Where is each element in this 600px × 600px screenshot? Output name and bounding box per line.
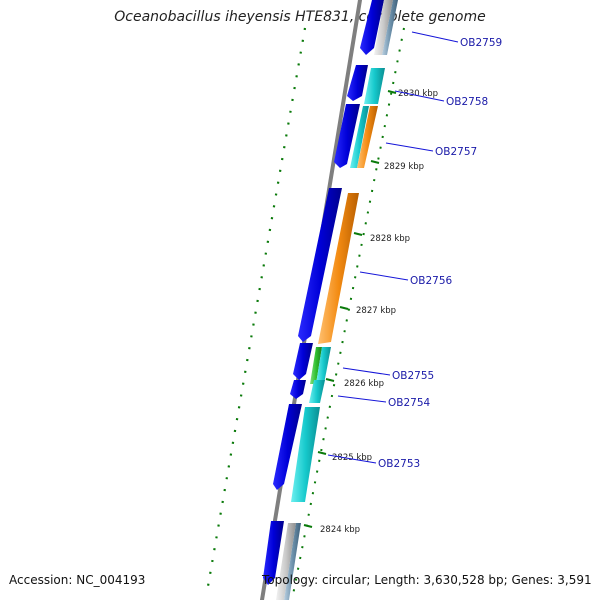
gene-label-ob2754[interactable]: OB2754: [388, 397, 431, 409]
gene-ob2756-orange: [318, 193, 359, 344]
gene-ob2756-blue: [298, 188, 342, 342]
tick-2829: [370, 160, 380, 164]
topology-text: Topology: circular; Length: 3,630,528 bp…: [262, 573, 592, 587]
tick-label-2828: 2828 kbp: [370, 234, 410, 244]
tick-2826: [325, 378, 335, 382]
gene-label-ob2753[interactable]: OB2753: [378, 458, 420, 470]
gene-ob2753-blue: [273, 404, 302, 490]
tick-label-2825: 2825 kbp: [332, 453, 372, 463]
gene-ob2757-blue: [334, 104, 360, 168]
leader-ob2757: [385, 142, 434, 152]
leader-ob2756: [359, 271, 409, 281]
gene-ob2759-steel: [382, 0, 398, 55]
gene-ob2754-blue: [290, 380, 306, 399]
gene-bottom-blue: [263, 521, 284, 585]
leader-ob2754: [337, 395, 387, 403]
tick-2828: [353, 232, 363, 236]
accession-text: Accession: NC_004193: [9, 573, 146, 587]
gene-ob2758-cyan: [364, 68, 385, 104]
gene-ob2753-cyan: [291, 407, 320, 502]
tick-2824: [303, 524, 313, 528]
leader-ob2759: [411, 31, 459, 43]
tick-2827: [339, 306, 349, 310]
genes: [263, 0, 398, 600]
tick-label-2830: 2830 kbp: [398, 89, 438, 99]
gene-ob2755-cyan: [316, 347, 331, 384]
gene-ob2757-cyan: [350, 106, 369, 168]
leader-ob2755: [342, 367, 391, 376]
gene-ob2757-orange: [357, 106, 378, 168]
leader-ob2753: [327, 454, 377, 464]
gene-label-ob2757[interactable]: OB2757: [435, 146, 477, 158]
tick-label-2826: 2826 kbp: [344, 379, 384, 389]
gene-ob2759-blue: [360, 0, 384, 55]
gene-labels: OB2759 OB2758 OB2757 OB2756 OB2755 OB275…: [327, 31, 502, 470]
gene-ob2755-blue: [293, 343, 313, 380]
leader-ob2758: [394, 90, 445, 102]
gene-label-ob2755[interactable]: OB2755: [392, 370, 434, 382]
tick-label-2827: 2827 kbp: [356, 306, 396, 316]
gene-ob2754-cyan: [309, 380, 325, 403]
dotted-track: [205, 27, 307, 593]
gene-ob2759-grey: [374, 0, 393, 55]
gene-ob2758-blue: [347, 65, 368, 101]
gene-label-ob2758[interactable]: OB2758: [446, 96, 488, 108]
gene-ob2755-green: [310, 347, 322, 384]
gene-bottom-grey: [276, 523, 296, 600]
tick-2825: [317, 451, 327, 455]
scale-track: [291, 27, 405, 600]
gene-label-ob2756[interactable]: OB2756: [410, 275, 453, 287]
gene-label-ob2759[interactable]: OB2759: [460, 37, 502, 49]
tick-2830: [387, 90, 397, 94]
tick-label-2829: 2829 kbp: [384, 162, 424, 172]
tick-label-2824: 2824 kbp: [320, 525, 360, 535]
gene-bottom-steel: [284, 523, 301, 600]
scale-ticks: 2830 kbp 2829 kbp 2828 kbp 2827 kbp 2826…: [303, 89, 438, 535]
